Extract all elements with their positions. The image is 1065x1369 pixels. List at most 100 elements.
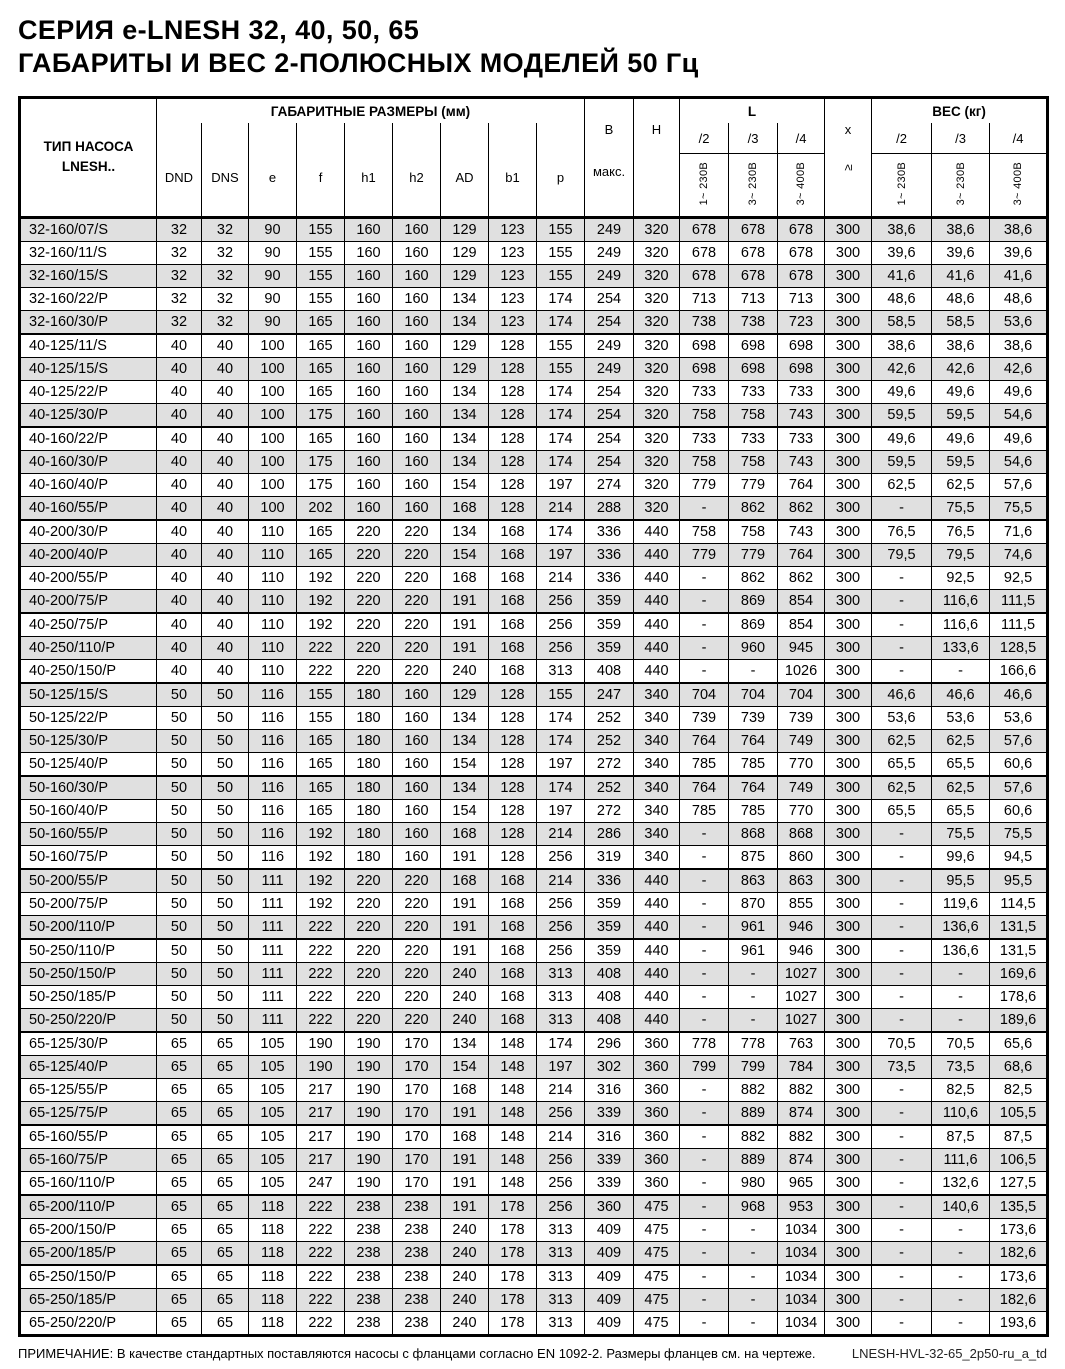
value-cell: 779 <box>728 542 778 567</box>
value-cell: 300 <box>824 495 873 521</box>
value-cell: 128 <box>488 402 537 428</box>
value-cell: 48,6 <box>931 286 991 311</box>
pump-model-cell: 40-125/22/P <box>19 379 157 404</box>
header-weight-2: /2 <box>871 123 933 154</box>
value-cell: 111 <box>248 937 297 963</box>
table-row: 40-250/150/P 40 40 110 222 220 220 240 168 313 408… <box>19 658 1049 684</box>
value-cell: - <box>871 1287 933 1312</box>
value-cell: 409 <box>584 1217 634 1242</box>
value-cell: 40 <box>201 449 249 474</box>
value-cell: 300 <box>824 937 873 963</box>
value-cell: 129 <box>440 240 489 265</box>
value-cell: 1026 <box>776 658 826 684</box>
value-cell: 889 <box>728 1147 778 1172</box>
value-cell: - <box>679 984 729 1009</box>
value-cell: 110,6 <box>931 1100 991 1126</box>
value-cell: 168 <box>488 891 537 916</box>
value-cell: 300 <box>824 286 873 311</box>
value-cell: 197 <box>536 472 585 497</box>
value-cell: 40 <box>156 425 202 451</box>
value-cell: 168 <box>440 495 489 521</box>
value-cell: 49,6 <box>931 379 991 404</box>
value-cell: 192 <box>296 821 345 846</box>
value-cell: 475 <box>633 1193 680 1219</box>
value-cell: 300 <box>824 565 873 590</box>
value-cell: 320 <box>633 425 680 451</box>
value-cell: - <box>871 984 933 1009</box>
value-cell: 713 <box>728 286 778 311</box>
value-cell: 178 <box>488 1263 537 1289</box>
value-cell: 65 <box>201 1263 249 1289</box>
value-cell: 868 <box>728 821 778 846</box>
value-cell: 65 <box>201 1310 249 1336</box>
value-cell: 65 <box>201 1240 249 1266</box>
value-cell: 698 <box>679 332 729 358</box>
value-cell: 165 <box>296 798 345 823</box>
value-cell: 238 <box>344 1217 393 1242</box>
value-cell: 116 <box>248 798 297 823</box>
value-cell: 191 <box>440 1147 489 1172</box>
value-cell: 217 <box>296 1100 345 1126</box>
value-cell: 40 <box>201 379 249 404</box>
value-cell: 65 <box>156 1240 202 1266</box>
value-cell: 300 <box>824 635 873 660</box>
value-cell: 778 <box>679 1030 729 1056</box>
pump-model-cell: 50-125/15/S <box>19 681 157 707</box>
value-cell: - <box>728 1240 778 1266</box>
value-cell: 274 <box>584 472 634 497</box>
pump-model-cell: 65-250/185/P <box>19 1287 157 1312</box>
dimensions-weight-table: ТИП НАСОСА LNESH.. ГАБАРИТНЫЕ РАЗМЕРЫ (м… <box>18 95 1050 1337</box>
table-row: 40-125/15/S 40 40 100 165 160 160 129 128 155 249 3… <box>19 356 1049 381</box>
table-row: 50-250/220/P 50 50 111 222 220 220 240 168 313 408… <box>19 1007 1049 1033</box>
value-cell: 46,6 <box>989 681 1049 707</box>
value-cell: 105 <box>248 1054 297 1079</box>
value-cell: 155 <box>296 286 345 311</box>
value-cell: 359 <box>584 891 634 916</box>
value-cell: 154 <box>440 542 489 567</box>
value-cell: 320 <box>633 263 680 288</box>
value-cell: 197 <box>536 1054 585 1079</box>
value-cell: 65,5 <box>871 751 933 777</box>
value-cell: 440 <box>633 1007 680 1033</box>
value-cell: 749 <box>776 728 826 753</box>
value-cell: 50 <box>156 751 202 777</box>
value-cell: 65 <box>201 1217 249 1242</box>
value-cell: 313 <box>536 961 585 986</box>
value-cell: 128 <box>488 774 537 800</box>
value-cell: 758 <box>728 449 778 474</box>
value-cell: 111 <box>248 1007 297 1033</box>
value-cell: 116 <box>248 705 297 730</box>
value-cell: 65 <box>201 1123 249 1149</box>
value-cell: 409 <box>584 1310 634 1336</box>
value-cell: 220 <box>344 565 393 590</box>
value-cell: 190 <box>344 1077 393 1102</box>
table-row: 65-160/55/P 65 65 105 217 190 170 168 148 214 316 3… <box>19 1123 1049 1149</box>
value-cell: 240 <box>440 1287 489 1312</box>
value-cell: 409 <box>584 1287 634 1312</box>
value-cell: 190 <box>344 1170 393 1196</box>
table-row: 40-250/75/P 40 40 110 192 220 220 191 168 256 359 4… <box>19 611 1049 637</box>
value-cell: 222 <box>296 1007 345 1033</box>
value-cell: 296 <box>584 1030 634 1056</box>
value-cell: 116 <box>248 774 297 800</box>
value-cell: 128 <box>488 705 537 730</box>
value-cell: - <box>931 658 991 684</box>
value-cell: 40 <box>201 518 249 544</box>
value-cell: 785 <box>679 798 729 823</box>
value-cell: 165 <box>296 356 345 381</box>
value-cell: 220 <box>392 867 441 893</box>
value-cell: - <box>931 1310 991 1336</box>
pump-model-cell: 65-125/75/P <box>19 1100 157 1126</box>
value-cell: 300 <box>824 425 873 451</box>
value-cell: 174 <box>536 1030 585 1056</box>
value-cell: 217 <box>296 1147 345 1172</box>
value-cell: 862 <box>728 565 778 590</box>
value-cell: 360 <box>633 1077 680 1102</box>
value-cell: 110 <box>248 588 297 614</box>
value-cell: 704 <box>679 681 729 707</box>
value-cell: 134 <box>440 286 489 311</box>
value-cell: 168 <box>488 984 537 1009</box>
value-cell: 134 <box>440 379 489 404</box>
value-cell: 313 <box>536 1217 585 1242</box>
value-cell: 50 <box>156 891 202 916</box>
